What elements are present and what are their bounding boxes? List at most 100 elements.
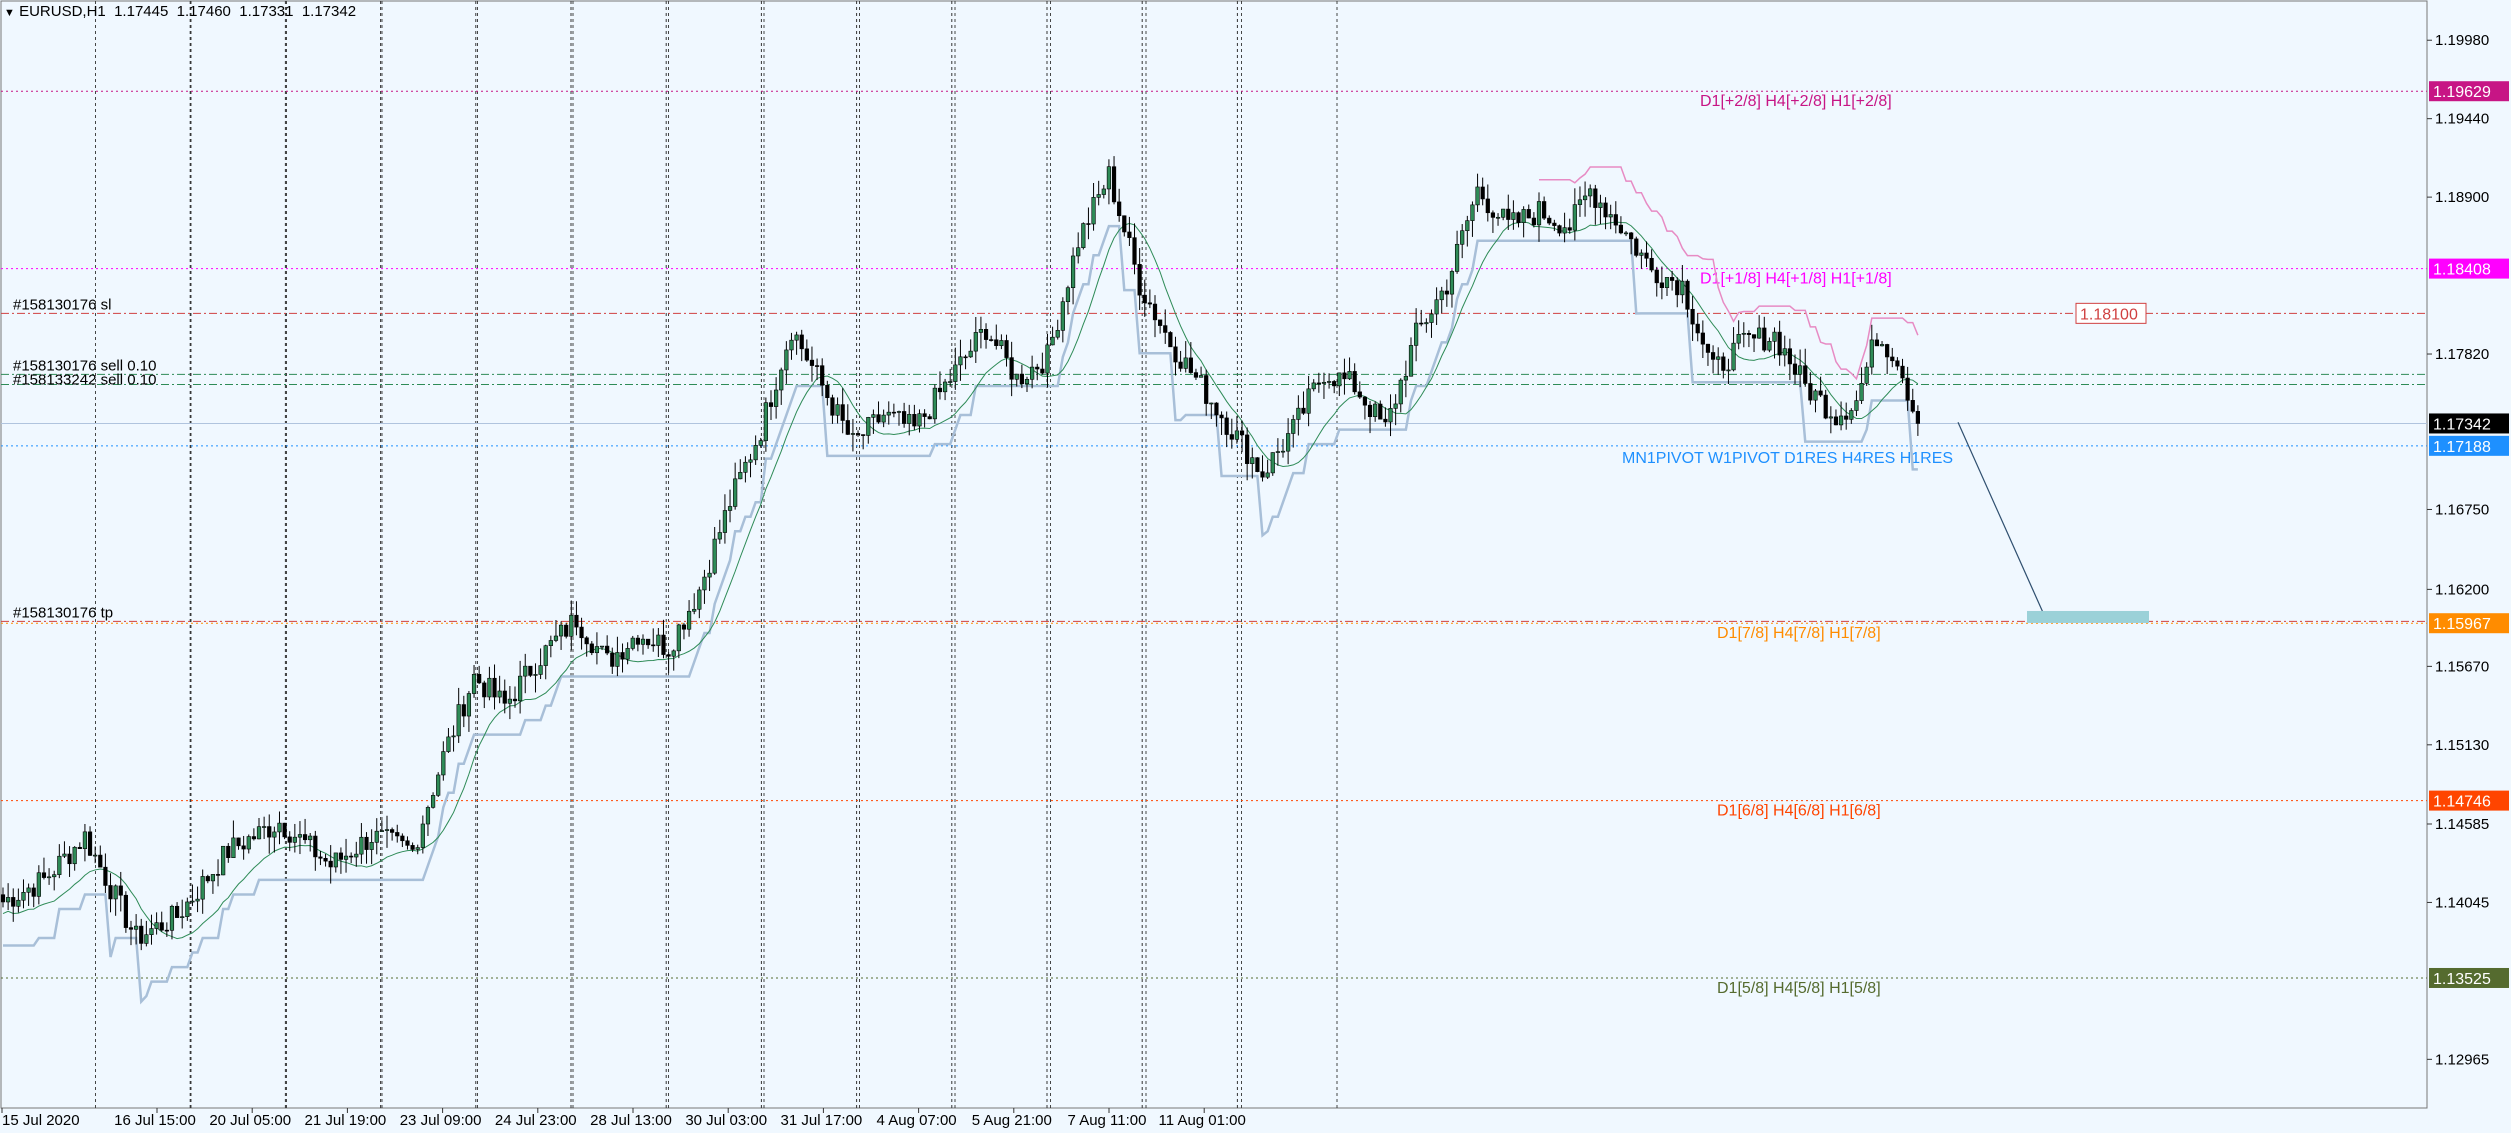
target-box[interactable] xyxy=(2027,610,2149,623)
candle xyxy=(103,853,108,893)
price-alert-box[interactable] xyxy=(2075,302,2147,324)
candle xyxy=(1741,322,1746,348)
candle xyxy=(1567,218,1572,234)
candle xyxy=(231,820,236,858)
candle-body xyxy=(599,645,605,648)
candle-body xyxy=(1188,357,1193,373)
candle xyxy=(1050,326,1055,346)
candle-body xyxy=(1552,222,1557,226)
candle xyxy=(1772,327,1777,359)
candle xyxy=(1454,230,1460,274)
candle xyxy=(1111,156,1117,205)
candle-body xyxy=(1664,277,1670,288)
candle-body xyxy=(430,795,436,808)
candle-body xyxy=(543,645,548,666)
candle xyxy=(1414,308,1419,362)
candle-body xyxy=(241,845,246,850)
candle xyxy=(21,879,26,909)
candle-body xyxy=(374,830,379,843)
candle xyxy=(390,827,395,841)
candle xyxy=(825,380,830,406)
candle xyxy=(768,390,774,421)
triangle-down-icon[interactable]: ▼ xyxy=(4,7,15,19)
candle-body xyxy=(57,855,62,875)
candle xyxy=(1291,414,1296,448)
candle xyxy=(1142,279,1147,317)
candle-body xyxy=(789,339,794,351)
candle-body xyxy=(584,637,589,645)
price-axis-label-text: 1.18408 xyxy=(2433,262,2491,279)
candle-body xyxy=(420,823,425,848)
candle-body xyxy=(1833,416,1839,426)
candle xyxy=(1224,411,1229,448)
candle-body xyxy=(492,677,497,698)
candle xyxy=(1562,212,1567,243)
candle xyxy=(482,680,487,709)
candle-body xyxy=(1275,451,1280,453)
candle-body xyxy=(886,411,891,416)
candle-body xyxy=(1424,322,1429,325)
candle xyxy=(215,859,221,887)
candle-body xyxy=(215,874,221,876)
candle-body xyxy=(41,872,47,878)
candle xyxy=(354,841,359,867)
plot-area[interactable] xyxy=(0,0,2428,1109)
candle-body xyxy=(722,510,728,533)
candle-body xyxy=(180,916,185,918)
candle-body xyxy=(164,929,169,932)
candle-body xyxy=(466,693,472,717)
candle xyxy=(1823,389,1828,420)
murrey-level-label: D1[+1/8] H4[+1/8] H1[+1/8] xyxy=(1700,271,1892,288)
candle-body xyxy=(1685,280,1690,310)
candle-body xyxy=(6,897,11,903)
candle-body xyxy=(784,349,789,371)
candle xyxy=(681,622,687,640)
candle xyxy=(1158,319,1163,334)
candle-body xyxy=(1582,195,1588,201)
candle xyxy=(1204,369,1209,416)
candle xyxy=(610,647,615,674)
candle xyxy=(1895,357,1900,371)
candle-body xyxy=(1782,348,1787,356)
candle xyxy=(1393,394,1398,426)
candle xyxy=(999,334,1004,350)
candle xyxy=(67,846,72,877)
candle-body xyxy=(1895,360,1900,367)
candle-body xyxy=(983,329,989,340)
candle-body xyxy=(369,842,374,850)
murrey-level-label: D1[7/8] H4[7/8] H1[7/8] xyxy=(1717,625,1881,642)
candle-body xyxy=(308,835,313,841)
candle-body xyxy=(1475,186,1480,206)
candle xyxy=(1664,277,1670,297)
candle xyxy=(548,635,553,658)
candle xyxy=(82,823,88,862)
candle-body xyxy=(1219,414,1224,419)
candle-body xyxy=(937,387,943,393)
candle-body xyxy=(1562,227,1567,234)
candle xyxy=(871,409,876,434)
candle xyxy=(11,888,16,922)
candle-body xyxy=(927,416,932,420)
candle xyxy=(1429,309,1434,338)
x-tick-label: 24 Jul 23:00 xyxy=(495,1112,577,1129)
candle xyxy=(717,519,722,544)
candle-body xyxy=(1767,341,1772,351)
price-axis-label-bg xyxy=(2429,413,2509,434)
candle-body xyxy=(569,614,574,637)
candle xyxy=(1700,320,1705,358)
candle xyxy=(686,600,692,637)
candle-body xyxy=(661,634,666,655)
candle-body xyxy=(948,381,953,383)
price-axis-label-bg xyxy=(2429,967,2509,988)
moving-average-line xyxy=(2,221,1919,940)
candle xyxy=(1685,279,1690,318)
candle-body xyxy=(1485,198,1490,214)
candle xyxy=(149,914,154,945)
trend-line[interactable] xyxy=(1957,422,2046,618)
price-axis-label: 1.17188 xyxy=(2429,435,2509,456)
candle xyxy=(958,339,963,381)
candle xyxy=(1675,277,1680,308)
candle xyxy=(1024,376,1030,393)
candle xyxy=(466,690,472,732)
